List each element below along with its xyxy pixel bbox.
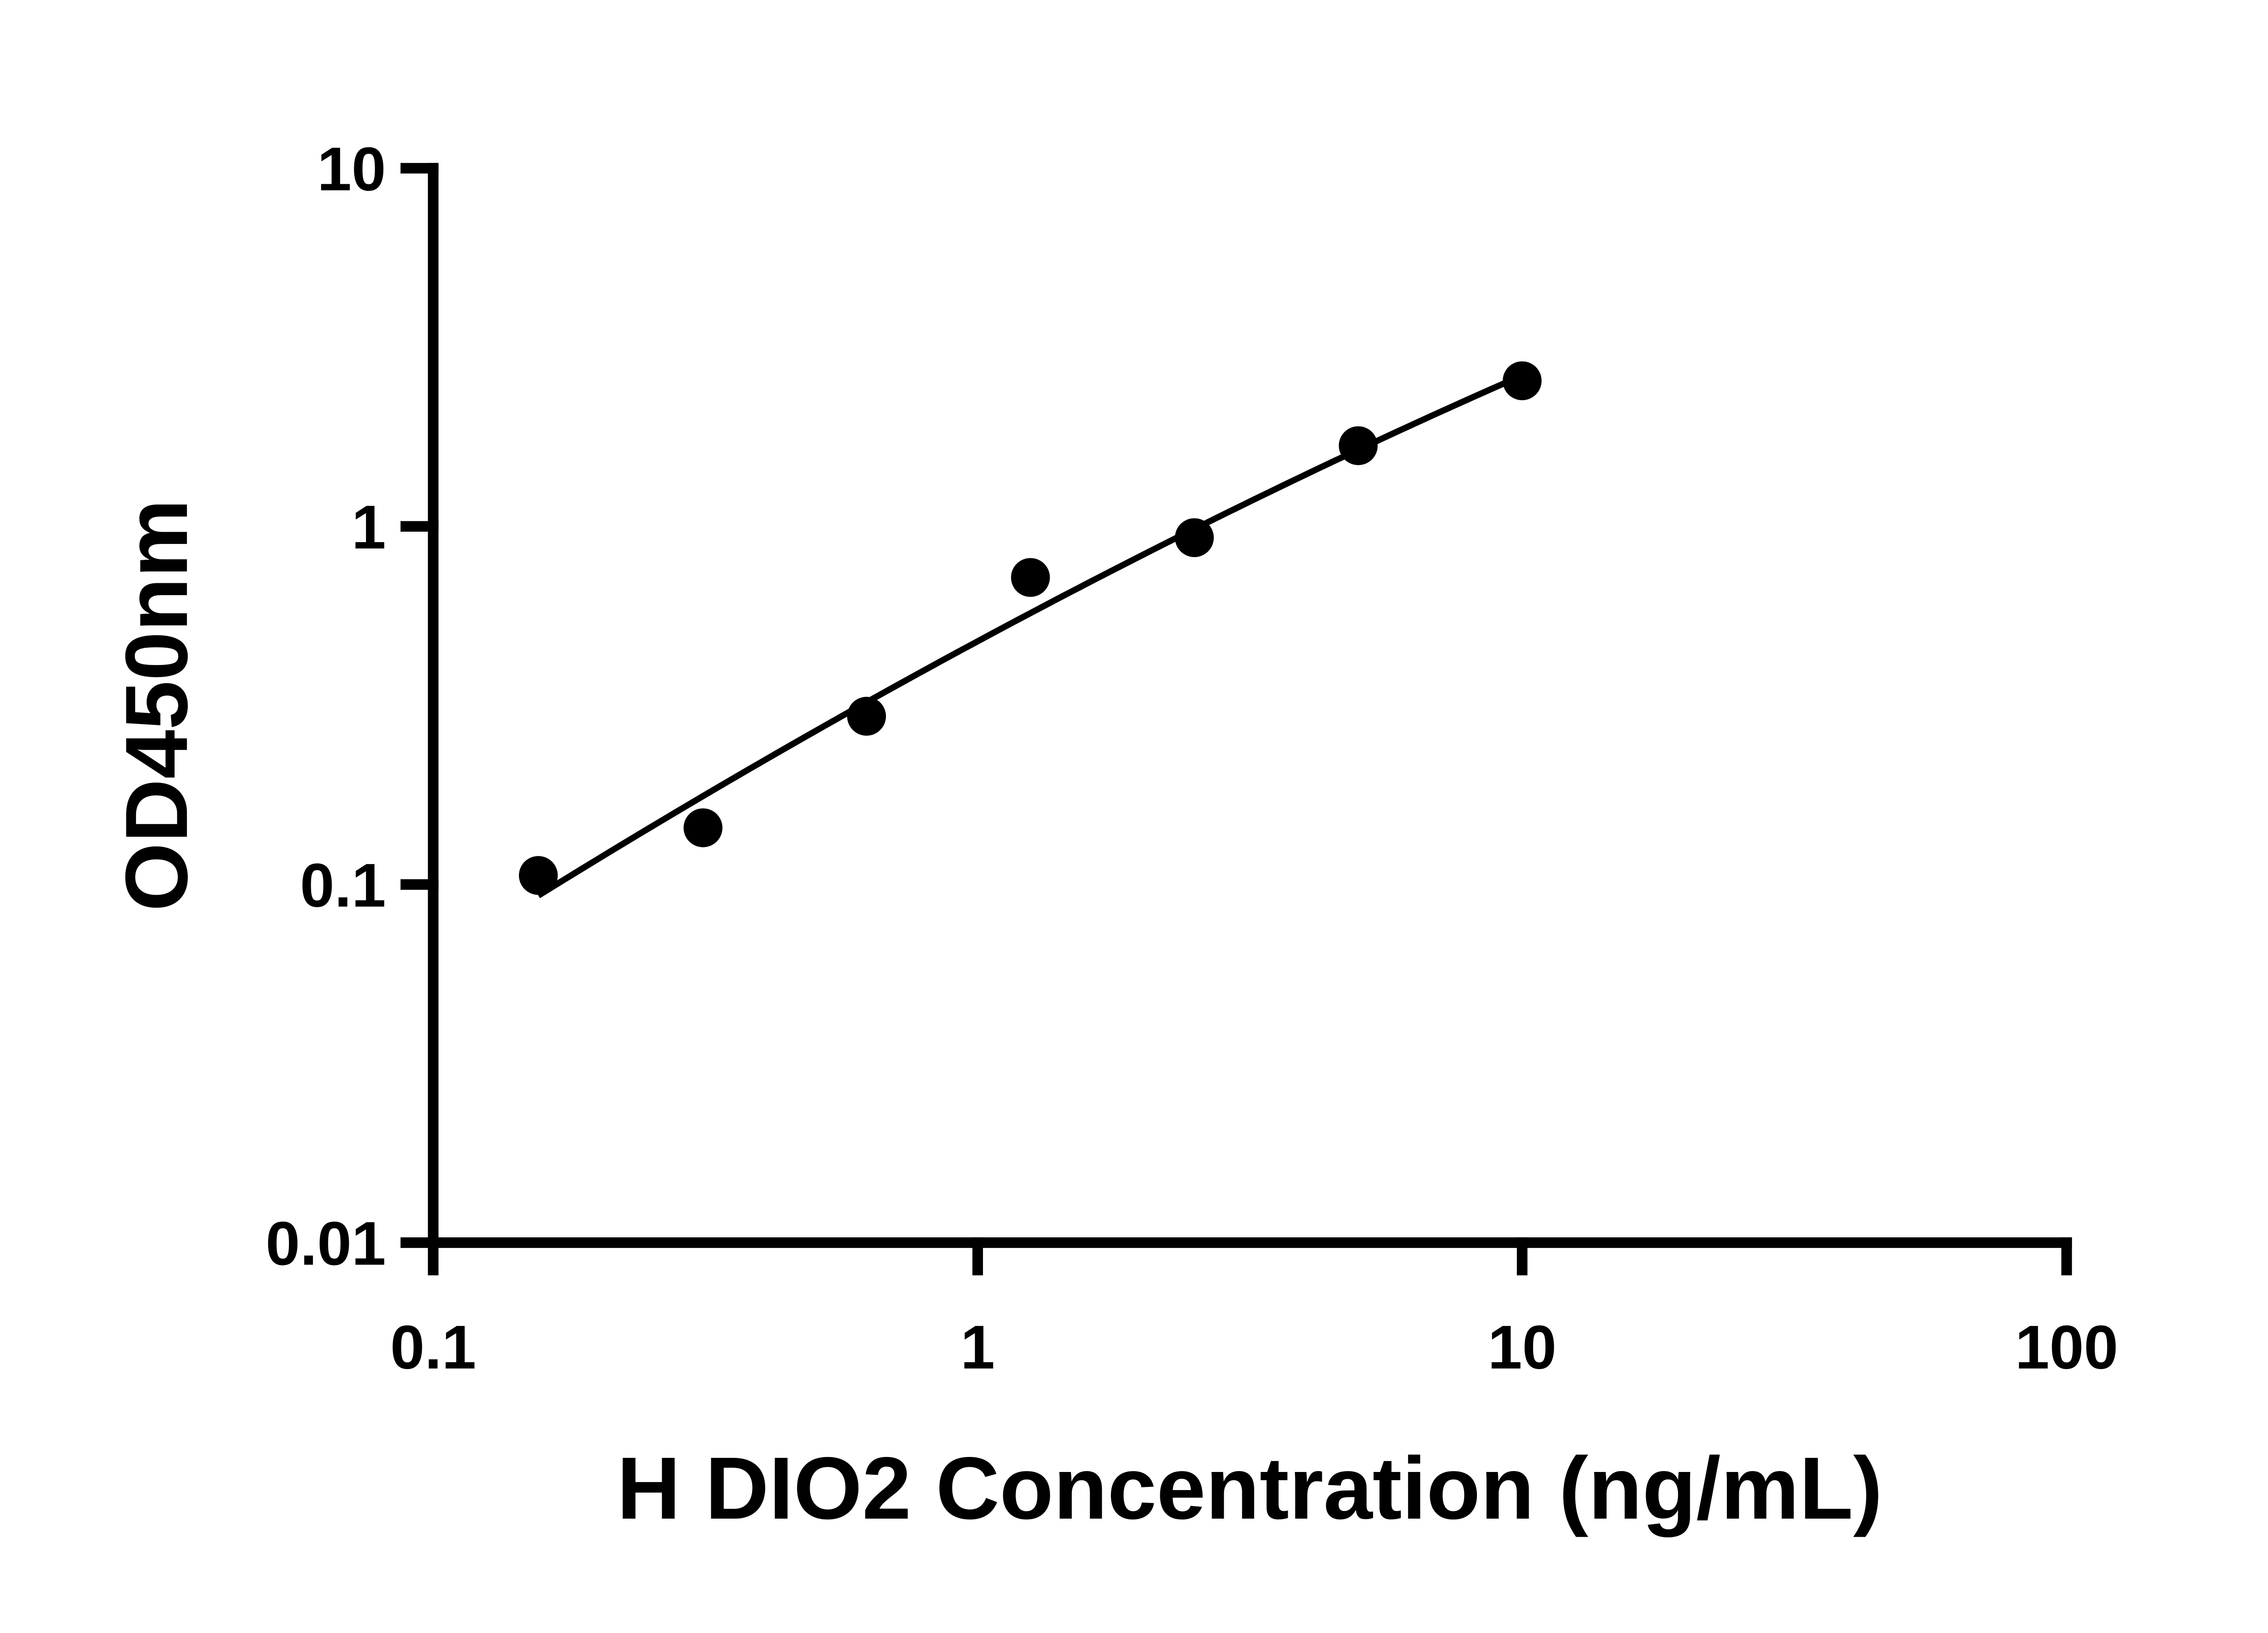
- y-tick-label: 1: [352, 493, 386, 562]
- x-tick-label: 0.1: [390, 1313, 476, 1382]
- data-points: [518, 361, 1542, 895]
- x-tick-label: 100: [2015, 1313, 2118, 1382]
- data-point: [1175, 518, 1214, 557]
- y-tick-label: 0.01: [266, 1209, 386, 1278]
- data-point: [847, 697, 886, 736]
- data-point: [1011, 558, 1050, 597]
- data-point: [1339, 426, 1378, 465]
- data-point: [518, 856, 558, 895]
- y-tick-label: 10: [317, 135, 386, 204]
- data-point: [684, 808, 723, 847]
- data-point: [1502, 361, 1542, 401]
- y-axis-title: OD450nm: [108, 499, 206, 911]
- axes: [400, 163, 2072, 1276]
- y-tick-label: 0.1: [300, 851, 386, 920]
- x-tick-label: 10: [1488, 1313, 1557, 1382]
- x-axis-title: H DIO2 Concentration (ng/mL): [617, 1439, 1882, 1538]
- x-tick-label: 1: [960, 1313, 995, 1382]
